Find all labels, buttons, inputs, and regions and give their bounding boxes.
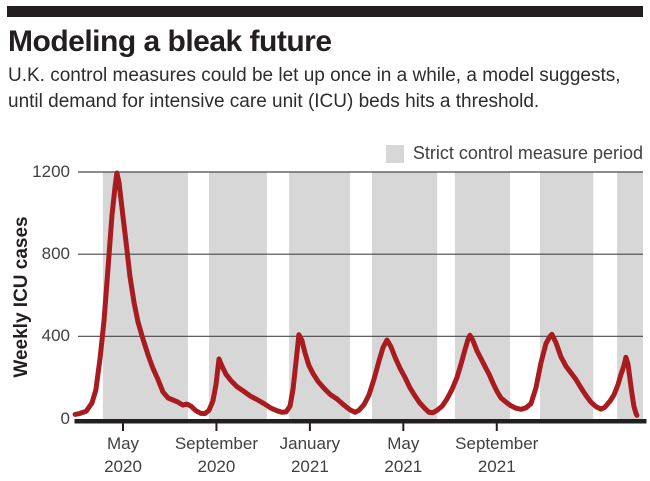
control-period-band — [289, 172, 351, 420]
legend-swatch-strict-control — [385, 144, 404, 163]
icu-cases-line — [72, 170, 640, 418]
control-period-band — [372, 172, 438, 420]
x-tick-month: September — [455, 434, 539, 453]
y-tick-label: 400 — [41, 326, 70, 346]
x-axis-line — [74, 419, 647, 424]
y-tick-label: 1200 — [32, 162, 70, 181]
x-tick-year: 2021 — [290, 457, 329, 476]
x-tick-month: September — [174, 434, 259, 453]
y-tick-label: 800 — [41, 244, 70, 264]
x-tick-year: 2021 — [384, 457, 423, 476]
x-tick-year: 2020 — [104, 457, 142, 476]
top-rule — [7, 6, 643, 17]
legend: Strict control measure period — [385, 143, 643, 164]
subtitle-line-2: until demand for intensive care unit (IC… — [8, 91, 540, 112]
legend-label: Strict control measure period — [412, 143, 643, 163]
x-tick-label: May 2021 — [343, 432, 463, 478]
x-tick-year: 2021 — [477, 457, 516, 476]
y-tick-label: 0 — [60, 408, 70, 428]
figure-subtitle: U.K. control measures could be let up on… — [8, 63, 648, 115]
control-period-band — [102, 172, 188, 420]
x-tick-month: May — [387, 434, 420, 453]
subtitle-line-1: U.K. control measures could be let up on… — [8, 65, 621, 86]
x-tick-label: May 2020 — [63, 432, 183, 478]
x-tick-label: September 2020 — [156, 432, 276, 478]
y-axis-title: Weekly ICU cases — [11, 216, 32, 378]
x-tick-year: 2020 — [197, 457, 236, 476]
x-tick-month: May — [106, 434, 140, 453]
control-period-band — [454, 172, 510, 420]
control-period-band — [540, 172, 594, 420]
x-tick-month: January — [279, 434, 341, 453]
figure-title: Modeling a bleak future — [8, 25, 332, 58]
x-tick-label: January 2021 — [250, 432, 370, 478]
x-tick-label: September 2021 — [437, 432, 557, 478]
